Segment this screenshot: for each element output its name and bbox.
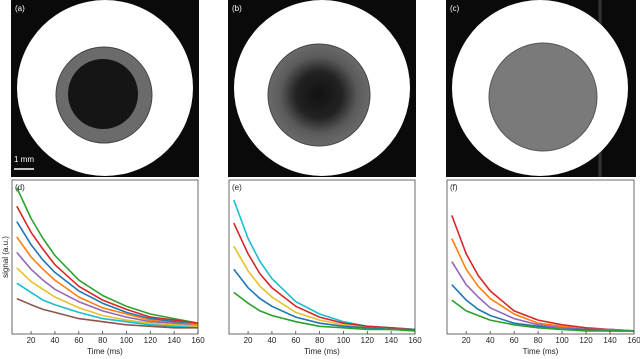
- x-tick-label: 40: [267, 336, 276, 345]
- x-tick-label: 20: [244, 336, 253, 345]
- x-tick-label: 80: [98, 336, 107, 345]
- x-tick-label: 120: [144, 336, 158, 345]
- x-tick-label: 160: [627, 336, 640, 345]
- plot-frame: [446, 179, 635, 335]
- x-tick-label: 140: [167, 336, 181, 345]
- mri-image: (b): [228, 0, 416, 177]
- x-tick-label: 20: [462, 336, 471, 345]
- x-tick-label: 20: [27, 336, 36, 345]
- panel-label: (a): [15, 4, 25, 13]
- panel-label: (d): [15, 183, 25, 192]
- signal-curve: [16, 187, 199, 324]
- scale-bar-label: 1 mm: [14, 155, 34, 164]
- x-tick-label: 60: [510, 336, 519, 345]
- panel-label: (f): [450, 183, 458, 192]
- signal-curve: [451, 215, 635, 332]
- x-tick-label: 140: [603, 336, 617, 345]
- signal-curve: [16, 221, 199, 326]
- mri-image: (a) 1 mm: [11, 0, 199, 177]
- x-tick-label: 120: [579, 336, 593, 345]
- x-tick-label: 60: [291, 336, 300, 345]
- signal-curve: [233, 291, 416, 332]
- x-tick-label: 40: [486, 336, 495, 345]
- signal-curve: [16, 251, 199, 328]
- x-tick-label: 100: [555, 336, 569, 345]
- signal-curve: [16, 205, 199, 324]
- x-tick-label: 80: [534, 336, 543, 345]
- plot-frame: [11, 179, 199, 335]
- signal-curve: [233, 199, 416, 331]
- x-axis-label: Time (ms): [304, 347, 340, 356]
- x-tick-label: 160: [191, 336, 205, 345]
- x-tick-label: 120: [361, 336, 375, 345]
- x-tick-label: 100: [337, 336, 351, 345]
- mri-image: (c): [446, 0, 636, 177]
- signal-curve: [233, 222, 416, 331]
- x-axis-label: Time (ms): [523, 347, 559, 356]
- x-tick-label: 80: [315, 336, 324, 345]
- x-tick-label: 60: [74, 336, 83, 345]
- signal-curve: [233, 245, 415, 331]
- signal-curve: [16, 282, 199, 329]
- x-tick-label: 140: [384, 336, 398, 345]
- panel-label: (e): [232, 183, 242, 192]
- x-tick-label: 160: [408, 336, 422, 345]
- signal-curve: [16, 297, 198, 329]
- plot-frame: [228, 179, 416, 335]
- x-axis-label: Time (ms): [87, 347, 123, 356]
- panel-label: (b): [232, 4, 242, 13]
- signal-curve: [451, 299, 634, 332]
- x-tick-label: 40: [50, 336, 59, 345]
- y-axis-label: signal (a.u.): [1, 236, 10, 278]
- signal-curve: [16, 267, 199, 328]
- x-tick-label: 100: [120, 336, 134, 345]
- panel-label: (c): [450, 4, 460, 13]
- signal-curve: [451, 238, 635, 332]
